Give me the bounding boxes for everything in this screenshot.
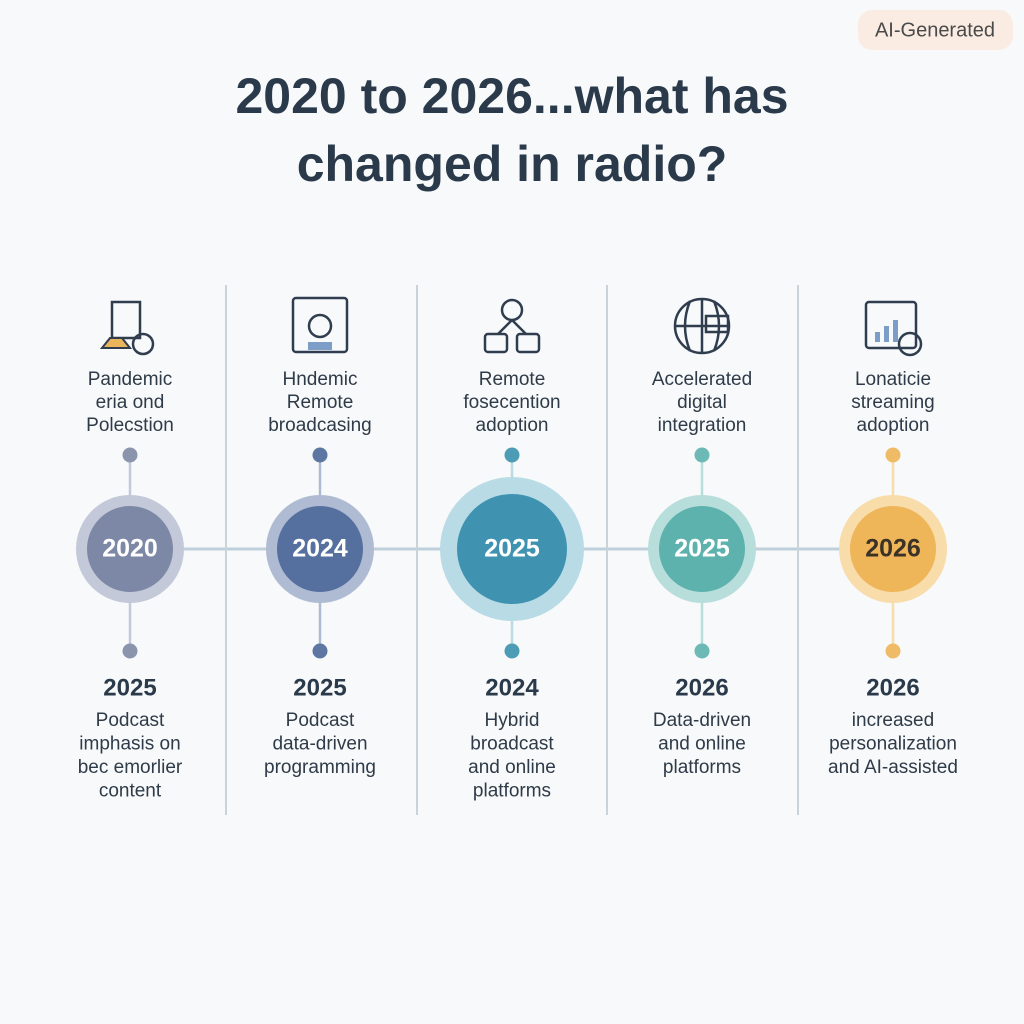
top-text: adoption: [476, 415, 549, 436]
year-circle: [277, 506, 363, 592]
year: 2020: [102, 535, 158, 563]
top-text: fosecention: [463, 392, 560, 413]
top-text: eria ond: [96, 392, 165, 413]
icon: [291, 296, 349, 354]
top-text: integration: [658, 415, 747, 436]
icon: [308, 342, 332, 350]
dot: [312, 643, 328, 659]
bottom-text: Podcast: [96, 710, 165, 731]
top-text: Hndemic: [283, 369, 358, 390]
icon: [307, 313, 333, 339]
icon: [675, 299, 729, 353]
bottom-year: 2026: [866, 674, 919, 701]
top-text: streaming: [851, 392, 934, 413]
year-circle: [659, 506, 745, 592]
icon: [893, 320, 898, 342]
top-text: digital: [677, 392, 727, 413]
dot: [122, 447, 138, 463]
icon: [131, 332, 155, 356]
bottom-text: Data-driven: [653, 710, 751, 731]
bottom-text: broadcast: [470, 734, 554, 755]
bottom-year: 2024: [485, 674, 539, 701]
year: 2025: [484, 535, 540, 563]
year: 2026: [865, 535, 921, 563]
title: changed in radio?: [297, 136, 728, 192]
bottom-text: programming: [264, 757, 376, 778]
bottom-text: content: [99, 781, 162, 802]
icon: [110, 300, 142, 340]
year: 2025: [674, 535, 730, 563]
bottom-text: Hybrid: [485, 710, 540, 731]
dot: [504, 643, 520, 659]
bottom-year: 2025: [293, 674, 346, 701]
top-text: Remote: [479, 369, 546, 390]
dot: [694, 447, 710, 463]
dot: [694, 643, 710, 659]
icon: [99, 337, 133, 349]
year: 2024: [292, 535, 348, 563]
top-text: Pandemic: [88, 369, 173, 390]
bottom-text: and online: [658, 734, 746, 755]
dot: [885, 643, 901, 659]
top-text: Remote: [287, 392, 354, 413]
year-circle: [850, 506, 936, 592]
bottom-text: increased: [852, 710, 934, 731]
icon: [875, 332, 880, 342]
bottom-text: platforms: [473, 781, 551, 802]
badge-bg: [858, 10, 1013, 50]
dot: [122, 643, 138, 659]
year-circle: [87, 506, 173, 592]
top-text: broadcasing: [268, 415, 372, 436]
bottom-text: Podcast: [286, 710, 355, 731]
top-text: adoption: [857, 415, 930, 436]
bottom-text: personalization: [829, 734, 957, 755]
badge: AI-Generated: [875, 19, 995, 41]
bottom-year: 2025: [103, 674, 156, 701]
bottom-text: and AI-assisted: [828, 757, 958, 778]
top-text: Lonaticie: [855, 369, 931, 390]
top-text: Polecstion: [86, 415, 174, 436]
icon: [515, 332, 541, 354]
bottom-text: data-driven: [272, 734, 367, 755]
icon: [864, 300, 918, 350]
icon: [897, 331, 923, 357]
dot: [504, 447, 520, 463]
bottom-year: 2026: [675, 674, 728, 701]
icon: [497, 319, 527, 335]
title: 2020 to 2026...what has: [235, 68, 788, 124]
year-circle: [457, 494, 567, 604]
bottom-text: and online: [468, 757, 556, 778]
top-text: Accelerated: [652, 369, 752, 390]
icon: [884, 326, 889, 342]
dot: [312, 447, 328, 463]
bottom-text: imphasis on: [79, 734, 180, 755]
icon: [483, 332, 509, 354]
dot: [885, 447, 901, 463]
bottom-text: bec emorlier: [78, 757, 183, 778]
icon: [704, 314, 730, 334]
bottom-text: platforms: [663, 757, 741, 778]
